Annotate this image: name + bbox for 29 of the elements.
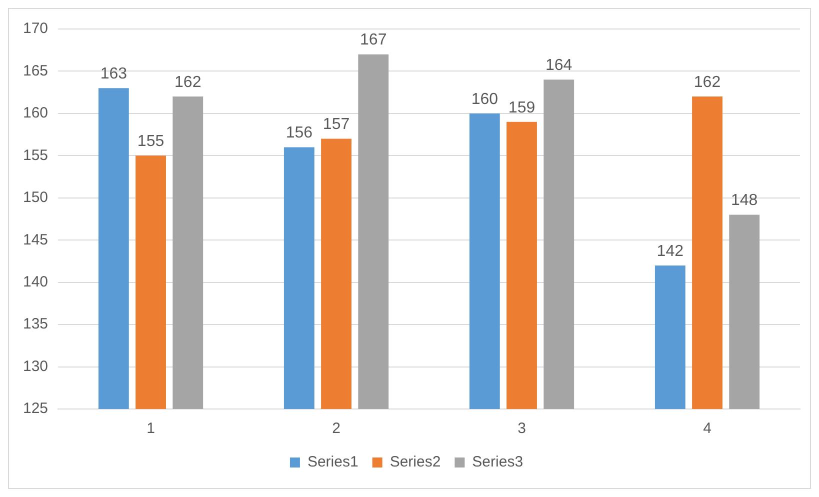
y-tick-label: 140 <box>22 273 48 290</box>
x-tick-label: 4 <box>703 420 712 438</box>
y-tick-label: 130 <box>22 358 48 375</box>
data-label: 148 <box>731 192 758 210</box>
data-label: 142 <box>656 242 684 260</box>
data-label: 159 <box>508 99 536 116</box>
data-label: 155 <box>137 133 164 150</box>
data-label: 160 <box>471 90 498 108</box>
y-tick-label: 160 <box>22 104 48 122</box>
y-tick-label: 150 <box>22 189 48 206</box>
y-tick-label: 145 <box>22 231 48 248</box>
data-label: 163 <box>100 66 128 83</box>
data-label: 164 <box>546 57 572 74</box>
data-label: 157 <box>322 116 350 134</box>
data-label: 162 <box>694 74 721 91</box>
legend-label: Series3 <box>472 454 524 471</box>
x-tick-label: 1 <box>146 420 155 438</box>
data-label: 167 <box>360 32 387 49</box>
x-tick-label: 3 <box>518 420 526 438</box>
data-label: 162 <box>174 74 202 91</box>
data-label: 156 <box>286 124 313 142</box>
x-tick-label: 2 <box>332 420 340 438</box>
y-tick-label: 125 <box>22 400 48 418</box>
y-tick-label: 155 <box>22 146 48 164</box>
legend-label: Series1 <box>307 454 358 471</box>
legend-label: Series2 <box>390 454 441 471</box>
y-tick-label: 135 <box>22 316 48 333</box>
y-tick-label: 165 <box>22 62 48 80</box>
y-tick-label: 170 <box>22 20 48 38</box>
